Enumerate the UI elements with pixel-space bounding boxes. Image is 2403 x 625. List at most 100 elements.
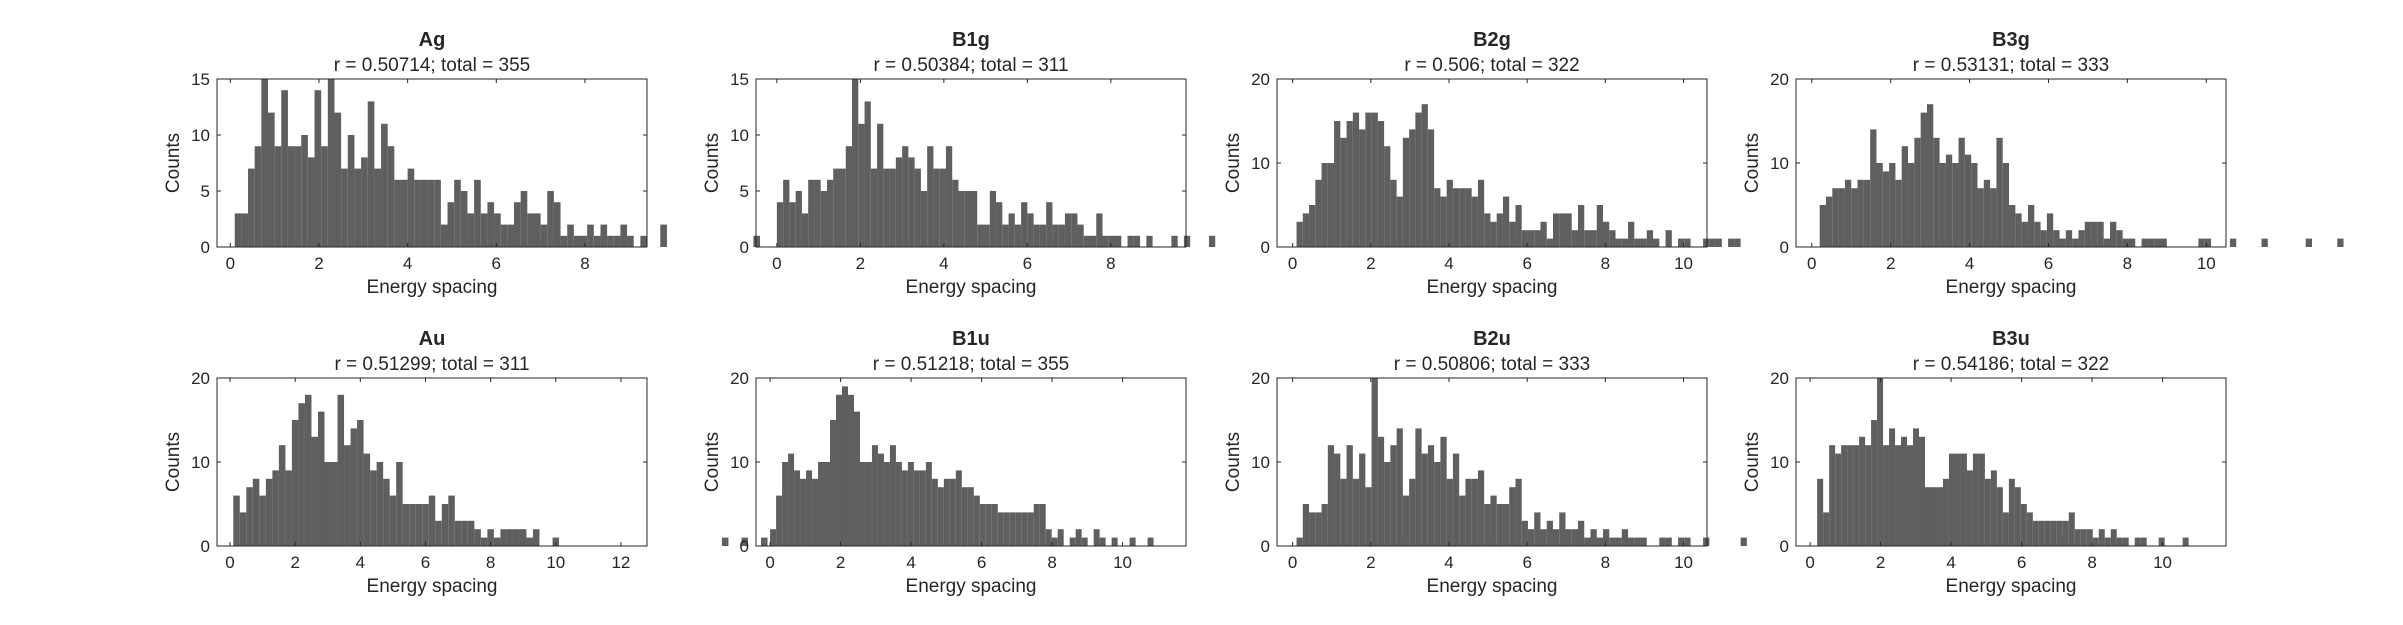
histogram-bar (547, 191, 554, 247)
histogram-bar (2014, 487, 2021, 546)
histogram-bar (1877, 378, 1884, 546)
y-tick-label: 5 (201, 182, 210, 201)
y-tick-label: 20 (191, 369, 210, 388)
histogram-bar (1477, 179, 1485, 247)
histogram-bar (2002, 512, 2009, 546)
histogram-bar (660, 224, 667, 247)
histogram-bar (1823, 512, 1830, 546)
histogram-bar (776, 495, 783, 546)
histogram-bar (2053, 230, 2060, 247)
histogram-bar (447, 202, 455, 247)
histogram-bar (1621, 238, 1629, 247)
histogram-bar (842, 386, 848, 546)
panel-subtitle: r = 0.51299; total = 311 (334, 354, 529, 375)
panel-subtitle: r = 0.50384; total = 311 (873, 55, 1068, 76)
panel-subtitle: r = 0.53131; total = 333 (1913, 55, 2110, 76)
histogram-bar (1653, 238, 1660, 247)
histogram-bar (964, 191, 971, 247)
x-tick-label: 2 (290, 553, 299, 572)
y-axis-label: Counts (1742, 133, 1763, 193)
histogram-bar (2160, 238, 2167, 247)
histogram-bar (1552, 213, 1560, 247)
histogram-bar (996, 202, 1003, 247)
histogram-bar (1847, 445, 1854, 546)
x-tick-label: 0 (765, 553, 774, 572)
y-tick-label: 15 (191, 70, 210, 89)
histogram-bar (1578, 520, 1585, 546)
histogram-bar (1496, 213, 1503, 247)
histogram-bar (1578, 205, 1585, 247)
histogram-bar (907, 462, 914, 546)
histogram-bar (1703, 238, 1710, 247)
y-tick-label: 20 (1770, 70, 1789, 89)
histogram-bar (1340, 137, 1347, 247)
histogram-bar (1615, 537, 1622, 546)
histogram-bar (1359, 129, 1366, 247)
histogram-bar (2141, 238, 2148, 247)
x-tick-label: 6 (2044, 254, 2053, 273)
histogram-bar (1883, 445, 1890, 546)
histogram-bar (859, 462, 866, 546)
histogram-bar (2110, 529, 2117, 546)
histogram-bar (808, 179, 815, 247)
histogram-bar (304, 394, 312, 546)
histogram-bar (883, 462, 890, 546)
histogram-bar (394, 179, 401, 247)
histogram-bar (814, 179, 821, 247)
histogram-bar (1925, 487, 1931, 546)
x-axis-label: Energy spacing (367, 277, 498, 298)
histogram-bar (627, 235, 634, 247)
histogram-bar (1371, 378, 1378, 546)
histogram-bar (1609, 230, 1616, 247)
histogram-bar (1509, 487, 1516, 546)
histogram-bar (1427, 129, 1435, 247)
panel-subtitle: r = 0.50806; total = 333 (1394, 354, 1591, 375)
histogram-bar (415, 504, 423, 546)
panel-title: Ag (419, 29, 446, 51)
histogram-bar (441, 504, 449, 546)
histogram-bar (1296, 537, 1303, 546)
histogram-bar (1315, 179, 1322, 247)
histogram-bar (1359, 453, 1366, 546)
y-tick-label: 10 (1251, 453, 1270, 472)
histogram-bar (376, 462, 384, 546)
histogram-bar (2154, 238, 2161, 247)
histogram-bar (2229, 238, 2237, 247)
histogram-bar (1502, 504, 1510, 546)
histogram-bar (1936, 487, 1943, 546)
histogram-bar (420, 179, 428, 247)
histogram-bar (1409, 478, 1416, 546)
x-tick-label: 6 (492, 254, 501, 273)
histogram-bar (370, 470, 377, 546)
histogram-bar (1115, 235, 1122, 247)
panel-b3g: 0 2 4 6 8 10 0 10 20 B3g r = 0.53131; total = 333 E… (1742, 29, 2344, 298)
y-tick-label: 5 (740, 182, 749, 201)
histogram-bar (902, 146, 909, 247)
histogram-bar (494, 213, 501, 247)
histogram-bar (2098, 529, 2105, 546)
histogram-bar (396, 462, 403, 546)
histogram-bar (1546, 238, 1553, 247)
histogram-bar (1415, 112, 1422, 247)
histogram-bar (2104, 537, 2111, 546)
x-tick-label: 4 (1946, 553, 1955, 572)
histogram-bar (347, 135, 355, 247)
histogram-bar (2337, 238, 2344, 247)
histogram-bar (1851, 188, 1858, 247)
histogram-bar (1133, 235, 1141, 247)
histogram-bar (506, 529, 514, 546)
histogram-bar (440, 224, 448, 247)
histogram-bar (889, 168, 896, 247)
x-tick-label: 2 (836, 553, 845, 572)
histogram-bar (788, 453, 795, 546)
histogram-bar (1939, 163, 1946, 247)
x-tick-label: 12 (611, 553, 630, 572)
histogram-bar (895, 462, 902, 546)
histogram-bar (500, 529, 507, 546)
histogram-bar (1384, 462, 1391, 546)
histogram-bar (977, 224, 984, 247)
histogram-bar (1871, 420, 1878, 546)
histogram-bar (820, 191, 827, 247)
